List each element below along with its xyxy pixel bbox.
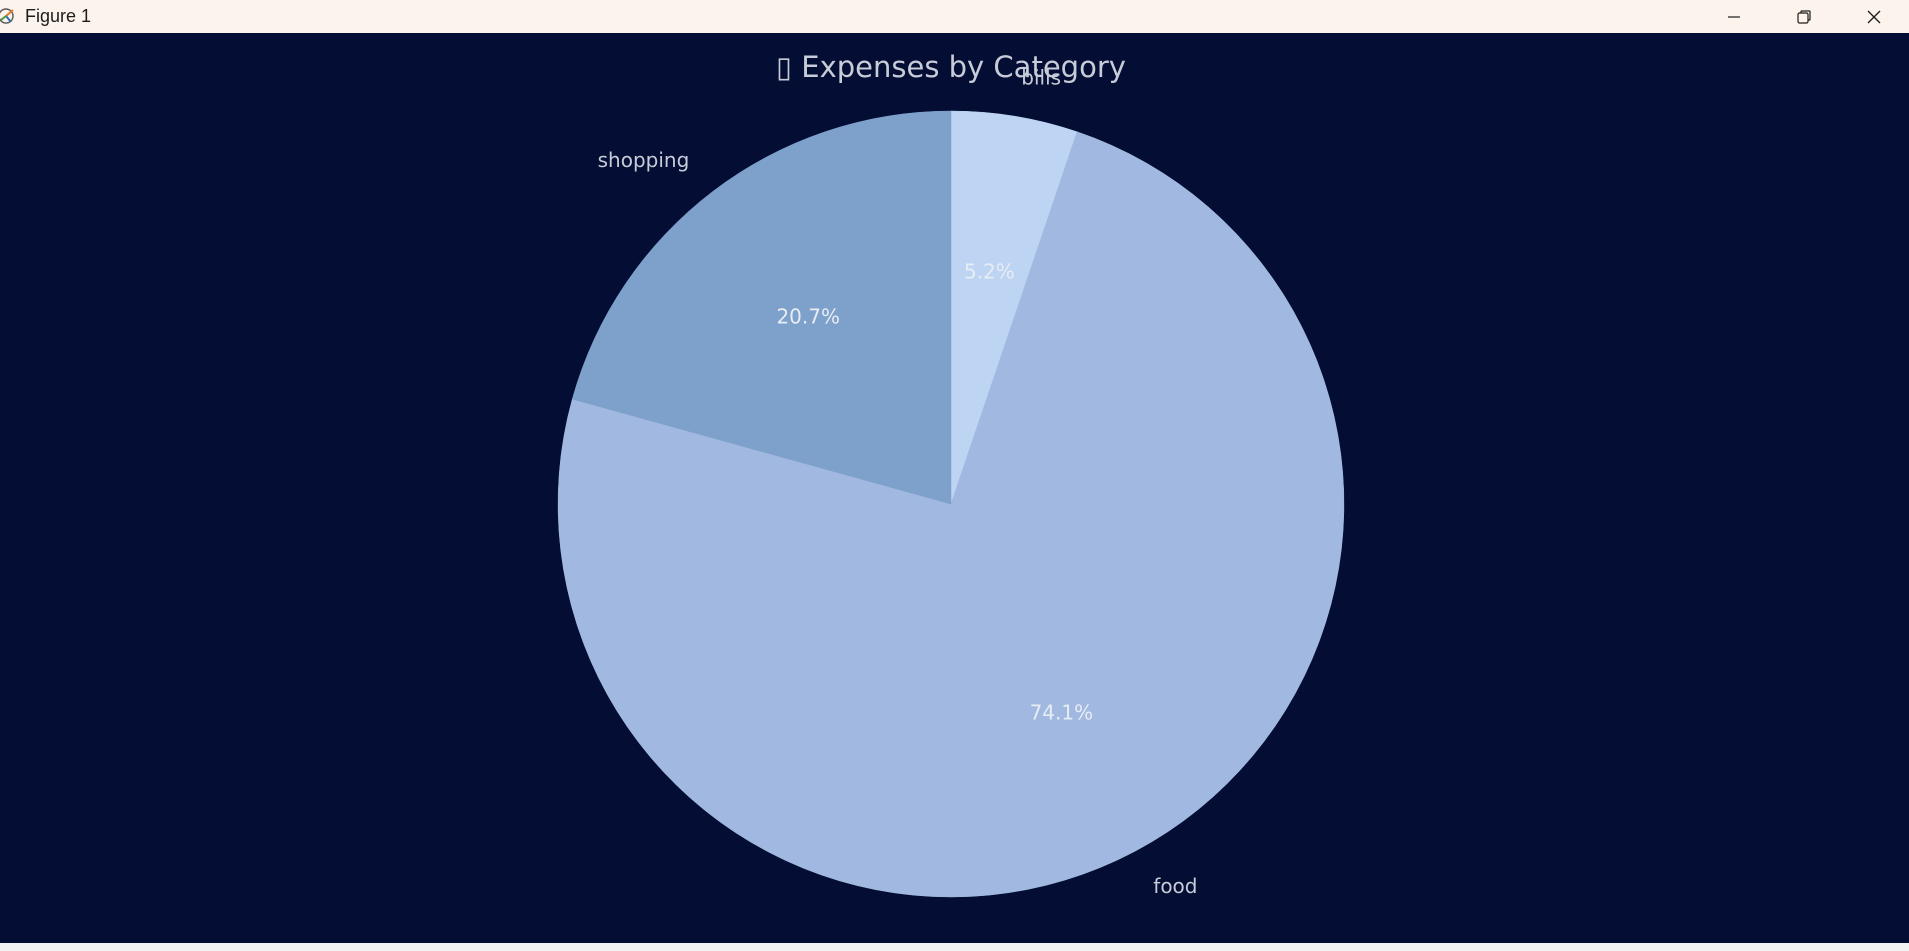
window-title: Figure 1 [25, 6, 92, 26]
slice-label-food: food [1153, 874, 1197, 898]
close-icon [1867, 10, 1881, 23]
matplotlib-icon [0, 8, 14, 24]
restore-icon [1797, 9, 1811, 24]
close-button[interactable] [1840, 0, 1908, 33]
title-bar[interactable]: Figure 1 [0, 0, 1909, 33]
pct-label-shopping: 20.7% [776, 304, 840, 328]
pie-slices [557, 110, 1345, 898]
slice-label-bills: bills [1021, 65, 1061, 89]
pct-label-food: 74.1% [1030, 700, 1094, 724]
chart-title: ▯ Expenses by Category [776, 50, 1126, 84]
pie-slice-shopping [571, 110, 952, 505]
restore-button[interactable] [1770, 0, 1838, 33]
pct-label-bills: 5.2% [964, 259, 1015, 283]
pie-slice-food [557, 131, 1345, 898]
minimize-icon [1728, 15, 1740, 18]
figure-canvas: bills 5.2% food 74.1% shopping 20.7% ▯ Expens… [0, 33, 1909, 943]
window-bottom-border [0, 943, 1909, 951]
minimize-button[interactable] [1700, 0, 1768, 33]
pie-labels: bills 5.2% food 74.1% shopping 20.7% [598, 65, 1198, 898]
pie-chart: bills 5.2% food 74.1% shopping 20.7% ▯ Expens… [557, 50, 1345, 898]
slice-label-shopping: shopping [598, 148, 690, 172]
